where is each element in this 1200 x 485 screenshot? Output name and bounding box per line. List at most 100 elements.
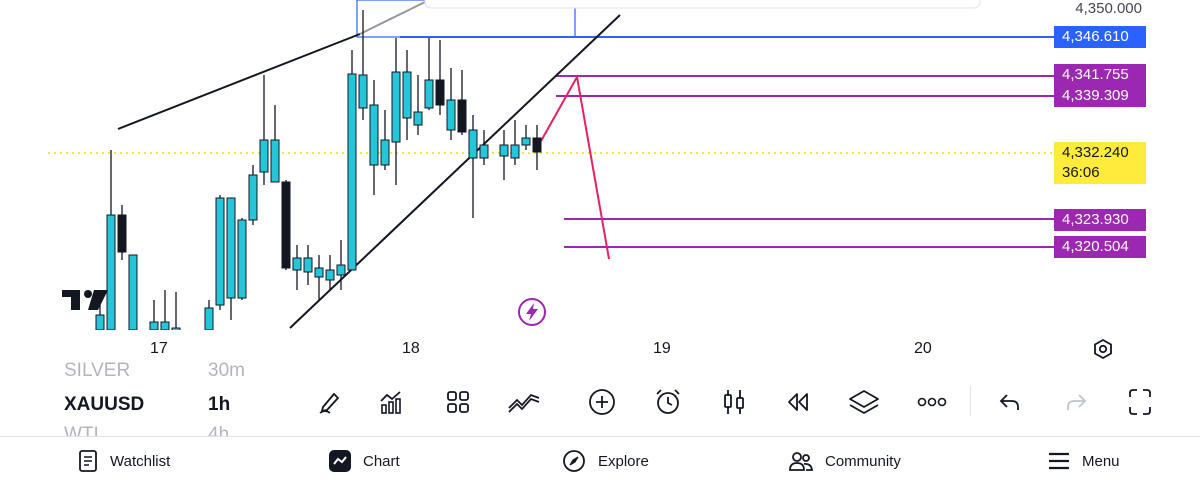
chart-icon [329, 450, 351, 472]
watchlist-icon [79, 450, 97, 472]
alarm-icon [656, 389, 680, 414]
candle-body [248, 174, 258, 221]
watch-symbol: WTI [64, 424, 99, 436]
candle-body [358, 74, 368, 109]
layers-icon [849, 390, 879, 414]
chart-settings-icon[interactable] [1092, 338, 1114, 360]
candle-body [106, 214, 116, 331]
candle-body [226, 197, 236, 299]
candles-group [95, 10, 542, 332]
chart-svg[interactable] [0, 0, 1200, 332]
redo-button[interactable] [1056, 380, 1096, 424]
nav-explore[interactable]: Explore [562, 437, 649, 485]
layouts-button[interactable] [438, 380, 478, 424]
candle-body [128, 254, 138, 331]
more-icon [917, 397, 947, 407]
candle-body [521, 137, 531, 146]
overlay-popup [424, 0, 981, 9]
right-edge-shade [1152, 0, 1200, 436]
flash-icon[interactable] [517, 297, 547, 327]
candle-body [380, 139, 390, 166]
candle-body [457, 99, 467, 133]
draw-button[interactable] [310, 380, 350, 424]
candle-body [117, 214, 127, 253]
candle-body [446, 99, 456, 131]
nav-explore-label: Explore [598, 452, 649, 470]
price-label-purple-2: 4,339.309 [1054, 85, 1146, 107]
chart-toolbar [308, 380, 1160, 426]
projection-path[interactable] [540, 74, 610, 260]
indicators-button[interactable] [372, 380, 412, 424]
candle-body [237, 219, 247, 299]
upper-trendline[interactable] [117, 33, 361, 130]
candle-body [171, 327, 181, 332]
current-price-label: 4,332.240 36:06 [1054, 142, 1146, 184]
candle-body [325, 269, 335, 281]
candle-body [435, 79, 445, 106]
undo-button[interactable] [990, 380, 1030, 424]
candles-icon [724, 390, 744, 414]
candle-body [347, 73, 357, 271]
redo-icon [1067, 394, 1087, 410]
candle-body [204, 307, 214, 331]
nav-community[interactable]: Community [789, 437, 901, 485]
candle-body [479, 144, 489, 159]
layouts-grid-icon [447, 391, 469, 413]
add-button[interactable] [582, 380, 622, 424]
watch-symbol: SILVER [64, 362, 131, 381]
more-button[interactable] [912, 380, 952, 424]
nav-community-label: Community [825, 452, 901, 470]
time-axis[interactable]: 17 18 19 20 [48, 335, 1152, 363]
price-label-purple-1: 4,341.755 [1054, 64, 1146, 86]
tradingview-logo-icon[interactable] [62, 288, 108, 312]
watch-timeframe: 4h [208, 424, 230, 436]
time-label-17: 17 [150, 340, 168, 357]
candle-body [391, 71, 401, 143]
compass-icon [563, 450, 585, 472]
alert-button[interactable] [648, 380, 688, 424]
candle-body [336, 264, 346, 276]
replay-icon [788, 393, 808, 411]
indicators-icon [380, 391, 401, 414]
price-axis-top-label: 4,350.000 [1075, 0, 1142, 17]
current-price-value: 4,332.240 [1062, 144, 1129, 161]
watch-timeframe: 1h [208, 394, 231, 415]
chart-type-button[interactable] [714, 380, 754, 424]
nav-watchlist[interactable]: Watchlist [78, 437, 170, 485]
candle-body [95, 314, 105, 331]
candle-body [303, 257, 313, 273]
fullscreen-button[interactable] [1120, 380, 1160, 424]
patterns-button[interactable] [504, 380, 544, 424]
candle-body [468, 129, 478, 159]
candle-body [402, 71, 412, 119]
watch-timeframe: 30m [208, 362, 245, 381]
candle-body [510, 144, 520, 159]
toolbar-separator [970, 386, 971, 416]
replay-button[interactable] [778, 380, 818, 424]
candle-body [259, 139, 269, 173]
chart-canvas[interactable] [0, 0, 1200, 332]
left-gutter [0, 0, 48, 436]
lower-trendline[interactable] [289, 14, 621, 329]
candle-body [281, 181, 291, 269]
candle-body [149, 321, 159, 331]
symbol-quick-list[interactable]: SILVER 30m XAUUSD 1h WTI 4h [48, 362, 308, 436]
nav-chart-label: Chart [363, 452, 400, 470]
undo-icon [999, 394, 1019, 410]
layers-button[interactable] [844, 380, 884, 424]
candle-body [215, 197, 225, 306]
nav-menu-label: Menu [1082, 452, 1120, 470]
nav-watchlist-label: Watchlist [110, 452, 171, 470]
nav-chart[interactable]: Chart [329, 437, 400, 485]
upper-trendline-ext[interactable] [359, 1, 426, 35]
nav-menu[interactable]: Menu [1048, 437, 1120, 485]
bottom-nav: Watchlist Chart Explore Community Menu [0, 436, 1200, 485]
price-label-purple-4: 4,320.504 [1054, 236, 1146, 258]
community-icon [789, 452, 813, 471]
candle-body [292, 257, 302, 271]
time-label-20: 20 [914, 340, 932, 357]
time-label-19: 19 [653, 340, 671, 357]
candle-body [424, 79, 434, 109]
candle-body [314, 267, 324, 278]
time-label-18: 18 [402, 340, 420, 357]
